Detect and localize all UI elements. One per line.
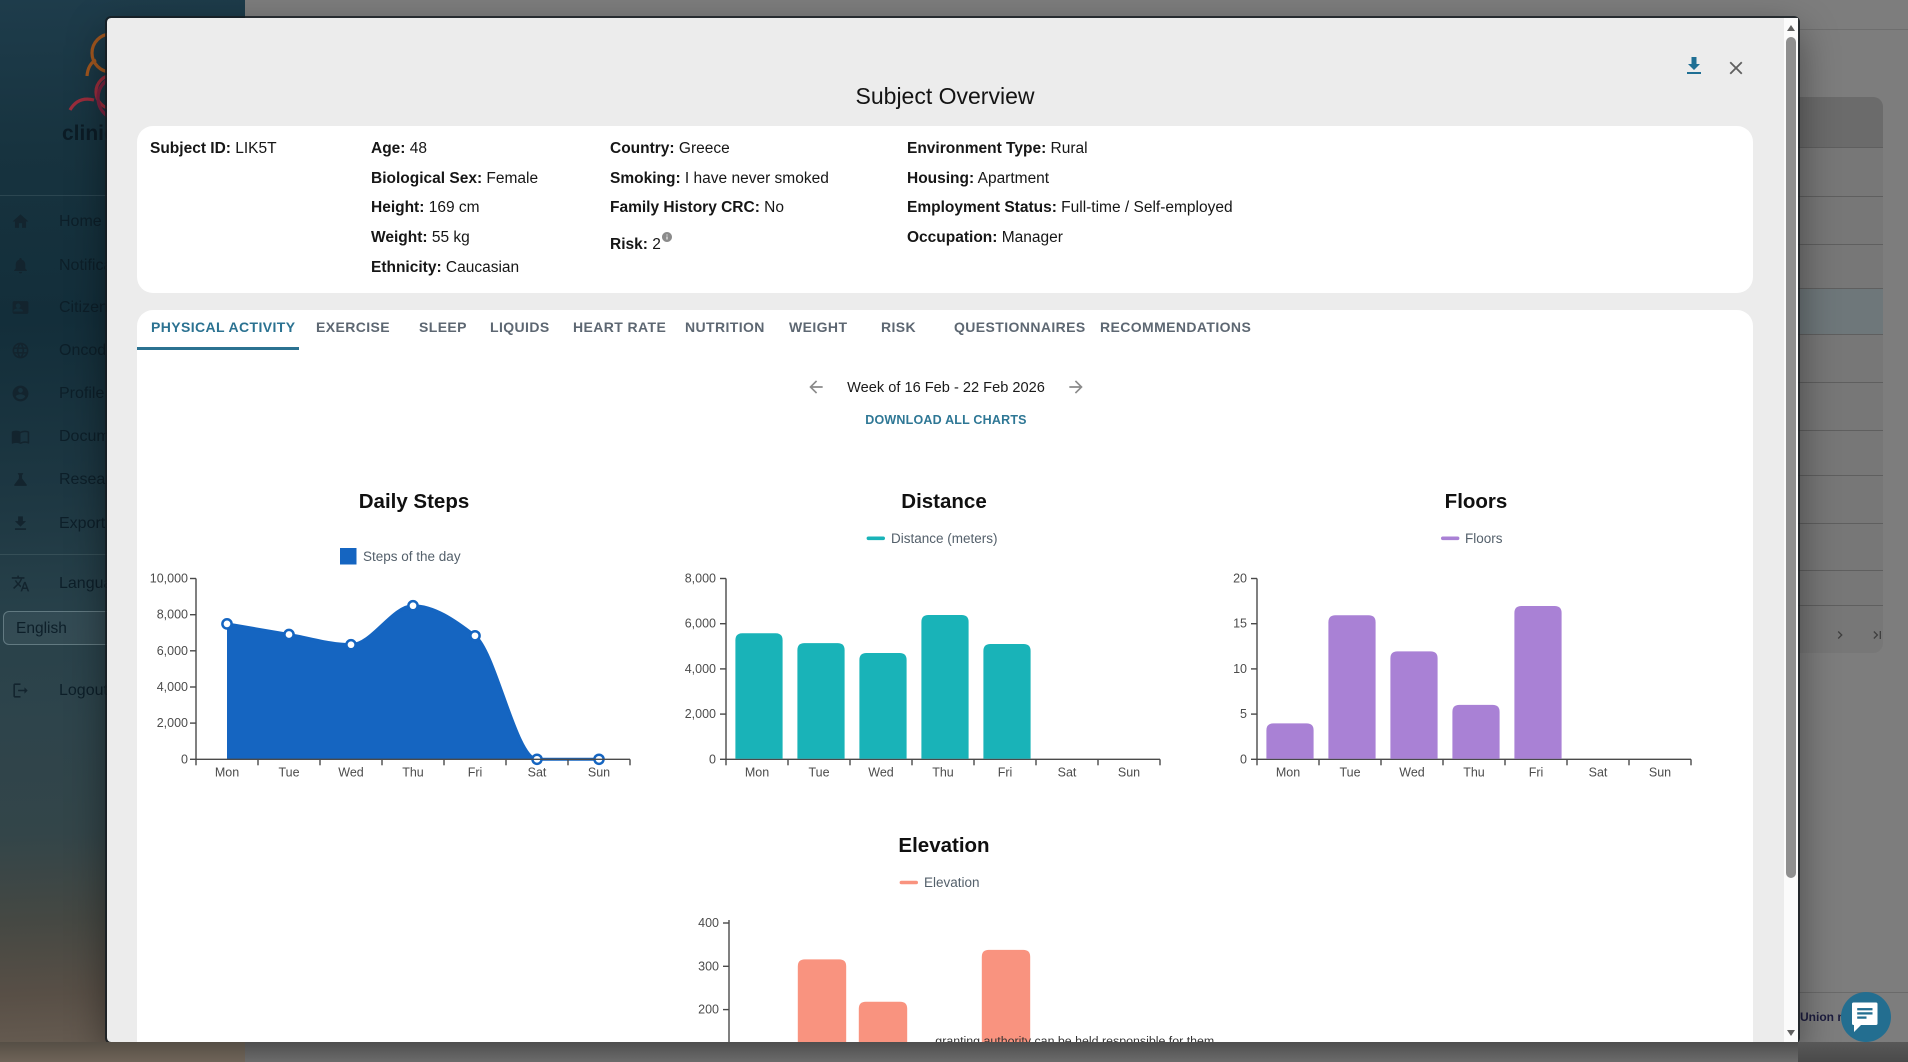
svg-text:6,000: 6,000 (157, 644, 188, 658)
svg-text:200: 200 (698, 1003, 719, 1017)
svg-text:Fri: Fri (998, 766, 1013, 780)
svg-text:4,000: 4,000 (685, 662, 716, 676)
svg-text:4,000: 4,000 (157, 680, 188, 694)
svg-text:Distance (meters): Distance (meters) (891, 531, 998, 546)
svg-text:20: 20 (1233, 572, 1247, 586)
svg-text:Sun: Sun (588, 766, 610, 780)
svg-text:8,000: 8,000 (685, 572, 716, 586)
svg-text:8,000: 8,000 (157, 608, 188, 622)
svg-text:10,000: 10,000 (150, 572, 188, 586)
svg-text:400: 400 (698, 916, 719, 930)
svg-text:0: 0 (181, 752, 188, 766)
svg-text:5: 5 (1240, 707, 1247, 721)
svg-text:Mon: Mon (1276, 766, 1300, 780)
svg-text:2,000: 2,000 (685, 707, 716, 721)
svg-text:Sun: Sun (1118, 766, 1140, 780)
svg-text:Floors: Floors (1465, 531, 1503, 546)
svg-text:Sat: Sat (1589, 766, 1608, 780)
svg-text:Distance: Distance (901, 490, 986, 513)
svg-text:6,000: 6,000 (685, 617, 716, 631)
svg-text:Tue: Tue (278, 766, 299, 780)
svg-text:10: 10 (1233, 662, 1247, 676)
svg-text:Thu: Thu (402, 766, 424, 780)
svg-text:300: 300 (698, 959, 719, 973)
svg-text:Wed: Wed (338, 766, 364, 780)
svg-text:15: 15 (1233, 617, 1247, 631)
svg-text:0: 0 (1240, 752, 1247, 766)
svg-text:Elevation: Elevation (924, 875, 980, 890)
svg-text:Thu: Thu (1463, 766, 1485, 780)
svg-text:Tue: Tue (1339, 766, 1360, 780)
svg-text:Thu: Thu (932, 766, 954, 780)
svg-text:Tue: Tue (808, 766, 829, 780)
svg-text:Steps of the day: Steps of the day (363, 549, 461, 564)
svg-text:Sat: Sat (1058, 766, 1077, 780)
svg-text:0: 0 (709, 752, 716, 766)
svg-text:Fri: Fri (468, 766, 483, 780)
svg-text:2,000: 2,000 (157, 716, 188, 730)
svg-text:Wed: Wed (1399, 766, 1425, 780)
svg-text:Sat: Sat (528, 766, 547, 780)
svg-text:Sun: Sun (1649, 766, 1671, 780)
svg-text:Elevation: Elevation (898, 834, 989, 857)
svg-text:Fri: Fri (1529, 766, 1544, 780)
svg-text:Wed: Wed (868, 766, 894, 780)
svg-text:Floors: Floors (1445, 490, 1508, 513)
svg-text:Daily Steps: Daily Steps (359, 490, 470, 513)
svg-text:Mon: Mon (215, 766, 239, 780)
svg-text:Mon: Mon (745, 766, 769, 780)
